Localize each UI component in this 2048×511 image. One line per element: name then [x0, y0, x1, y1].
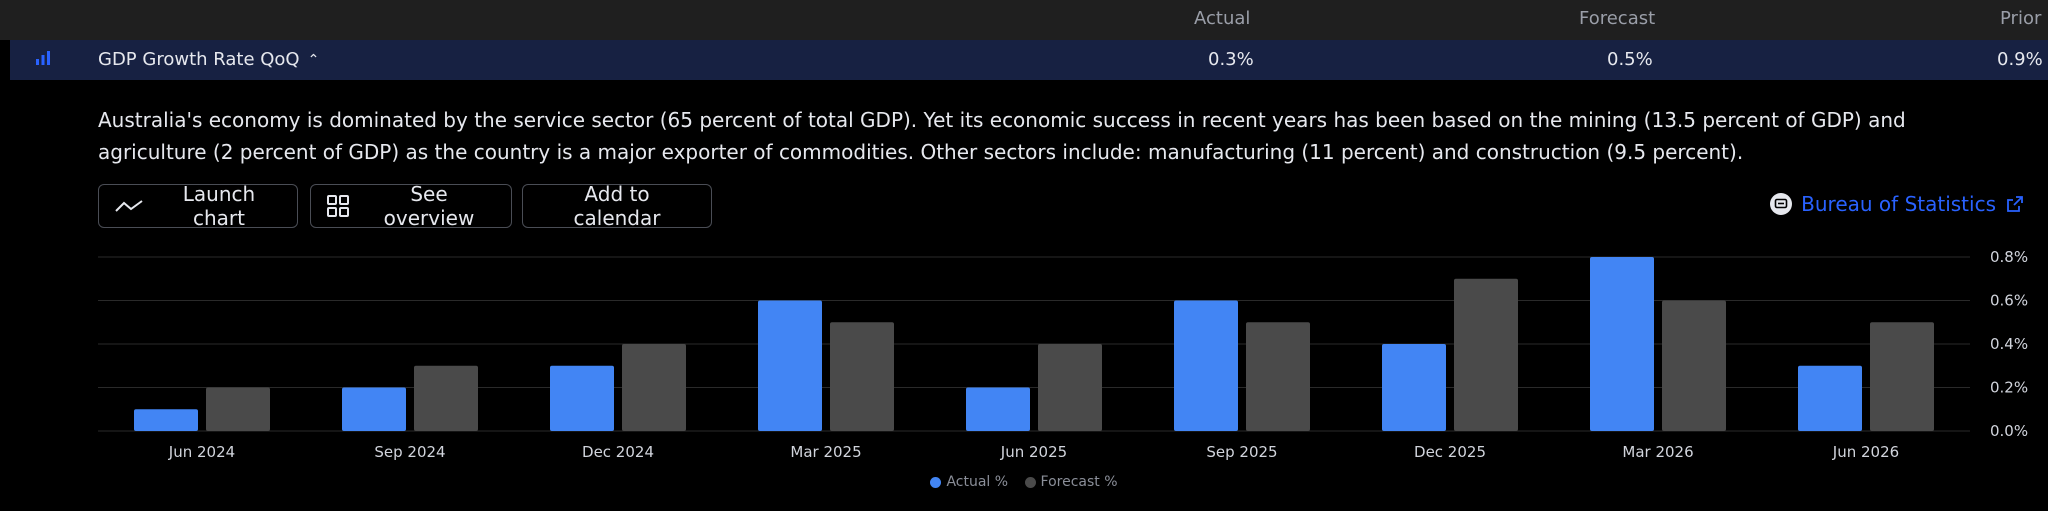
- source-link[interactable]: Bureau of Statistics: [1769, 192, 2024, 216]
- bar-actual[interactable]: [1798, 365, 1862, 431]
- launch-chart-button[interactable]: Launch chart: [98, 182, 298, 230]
- forecast-value: 0.5%: [1607, 49, 1653, 70]
- indicator-title[interactable]: GDP Growth Rate QoQ ⌃: [98, 49, 319, 70]
- line-chart-icon: [114, 197, 144, 215]
- x-tick-label: Sep 2024: [374, 443, 445, 461]
- bar-forecast[interactable]: [1870, 322, 1934, 431]
- indicator-description: Australia's economy is dominated by the …: [98, 108, 1906, 164]
- bar-forecast[interactable]: [414, 365, 478, 431]
- prior-column-header: Prior: [2000, 8, 2042, 29]
- bar-actual[interactable]: [134, 409, 198, 431]
- external-link-icon: [2006, 195, 2024, 213]
- x-tick-label: Mar 2026: [1622, 443, 1693, 461]
- legend-dot-actual: [930, 476, 942, 488]
- bar-forecast[interactable]: [206, 387, 270, 432]
- x-tick-label: Jun 2025: [1000, 443, 1067, 461]
- actual-value: 0.3%: [1208, 49, 1254, 70]
- legend-label-actual: Actual %: [946, 474, 1009, 490]
- x-tick-label: Jun 2026: [1832, 443, 1899, 461]
- prior-value: 0.9%: [1997, 49, 2043, 70]
- bar-actual[interactable]: [1174, 300, 1238, 432]
- bar-actual[interactable]: [966, 387, 1030, 432]
- x-tick-label: Mar 2025: [790, 443, 861, 461]
- x-tick-label: Dec 2024: [582, 443, 654, 461]
- y-tick-label: 0.2%: [1990, 379, 2028, 397]
- source-icon: [1769, 192, 1793, 216]
- bar-forecast[interactable]: [622, 344, 686, 431]
- legend-dot-forecast: [1024, 476, 1036, 488]
- table-header: Actual Forecast Prior: [0, 0, 2048, 40]
- y-tick-label: 0.6%: [1990, 292, 2028, 310]
- y-tick-label: 0.4%: [1990, 335, 2028, 353]
- indicator-title-text: GDP Growth Rate QoQ: [98, 49, 300, 70]
- legend-item-actual[interactable]: Actual %: [930, 474, 1008, 490]
- bar-forecast[interactable]: [1038, 344, 1102, 431]
- y-tick-label: 0.0%: [1990, 422, 2028, 440]
- see-overview-button[interactable]: See overview: [310, 182, 512, 230]
- bar-forecast[interactable]: [1246, 322, 1310, 431]
- grid-icon: [326, 194, 350, 218]
- forecast-column-header: Forecast: [1579, 8, 1656, 29]
- x-tick-label: Jun 2024: [168, 443, 235, 461]
- actual-column-header: Actual: [1194, 8, 1251, 29]
- chart-legend: Actual % Forecast %: [0, 474, 2048, 492]
- x-tick-label: Sep 2025: [1206, 443, 1277, 461]
- gdp-bar-chart: 0.0% 0.2% 0.4% 0.6% 0.8% Jun 2024 Sep 2024 Dec …: [98, 248, 2028, 461]
- add-to-calendar-label: Add to calendar: [573, 182, 661, 230]
- x-tick-label: Dec 2025: [1414, 443, 1486, 461]
- bar-forecast[interactable]: [1454, 278, 1518, 431]
- y-tick-label: 0.8%: [1990, 248, 2028, 266]
- bar-chart-icon: [34, 49, 52, 72]
- legend-item-forecast[interactable]: Forecast %: [1024, 474, 1118, 490]
- launch-chart-label: Launch chart: [182, 182, 256, 230]
- bar-forecast[interactable]: [830, 322, 894, 431]
- see-overview-label: See overview: [383, 182, 475, 230]
- bar-actual[interactable]: [1590, 257, 1654, 431]
- source-label: Bureau of Statistics: [1801, 192, 1996, 216]
- add-to-calendar-button[interactable]: Add to calendar: [522, 182, 712, 230]
- bar-forecast[interactable]: [1662, 300, 1726, 432]
- chevron-up-icon: ⌃: [307, 52, 320, 68]
- bar-actual[interactable]: [1382, 344, 1446, 431]
- bar-actual[interactable]: [342, 387, 406, 432]
- bar-actual[interactable]: [550, 365, 614, 431]
- indicator-row[interactable]: GDP Growth Rate QoQ ⌃ 0.3% 0.5% 0.9%: [10, 40, 2048, 80]
- bar-actual[interactable]: [758, 300, 822, 432]
- legend-label-forecast: Forecast %: [1040, 474, 1118, 490]
